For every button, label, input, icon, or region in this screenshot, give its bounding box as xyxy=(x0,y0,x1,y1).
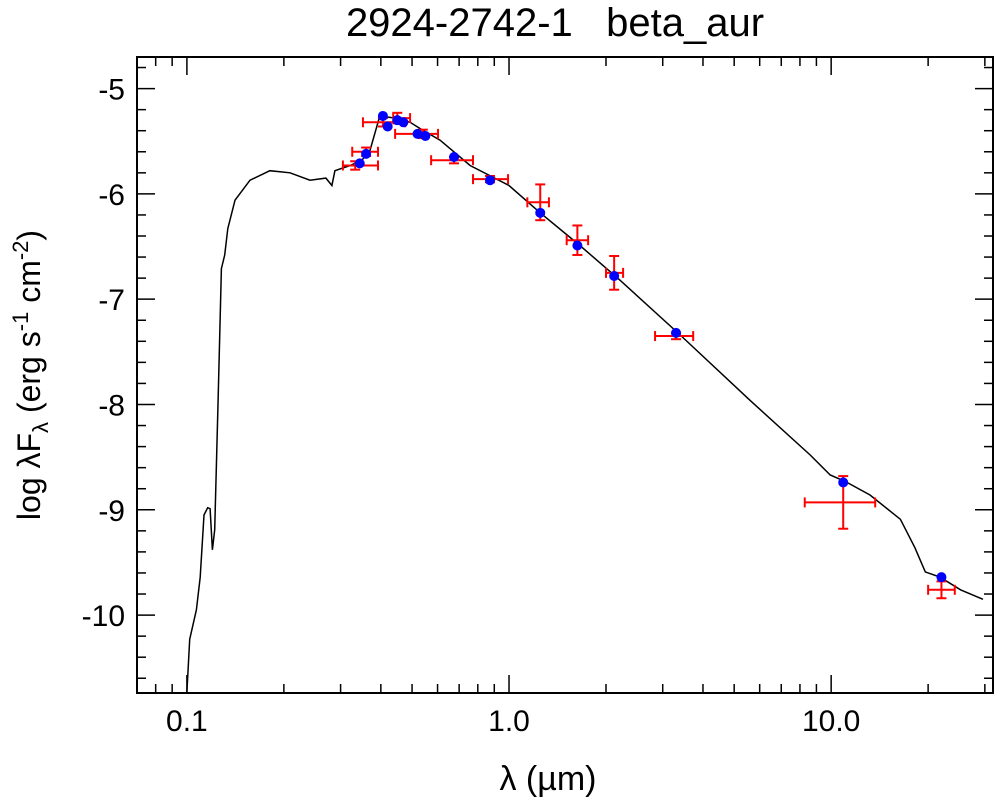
y-label-sub: λ xyxy=(28,422,53,433)
y-tick-label: -5 xyxy=(98,74,125,107)
synthetic-point xyxy=(535,207,546,218)
synthetic-point xyxy=(377,110,388,121)
y-tick-label: -9 xyxy=(98,495,125,528)
synthetic-point xyxy=(420,130,431,141)
x-axis-label: λ (µm) xyxy=(499,760,596,798)
y-axis-label: log λFλ (erg s-1 cm-2) xyxy=(8,230,53,520)
y-tick-label: -10 xyxy=(82,600,125,633)
y-tick-label: -6 xyxy=(98,179,125,212)
y-label-units-a: (erg s xyxy=(11,331,47,422)
y-label-main: log λF xyxy=(11,433,47,520)
synthetic-point xyxy=(382,121,393,132)
plot-frame xyxy=(136,56,994,694)
chart-title: 2924-2742-1 beta_aur xyxy=(346,1,764,45)
synthetic-point xyxy=(449,152,460,163)
synthetic-point xyxy=(936,572,947,583)
model-spectrum-line xyxy=(186,115,984,692)
observed-point xyxy=(927,580,956,600)
synthetic-point xyxy=(361,148,372,159)
synthetic-point xyxy=(485,175,496,186)
y-tick-label: -7 xyxy=(98,284,125,317)
synthetic-point xyxy=(609,271,620,282)
synthetic-point xyxy=(572,240,583,251)
x-tick-label: 0.1 xyxy=(166,705,208,738)
synthetic-point xyxy=(354,158,365,169)
synthetic-point xyxy=(671,327,682,338)
axis-ticks: 0.1 1.0 10.0 -5 -6 -7 -8 -9 -10 xyxy=(82,57,993,738)
synthetic-point xyxy=(398,117,409,128)
x-tick-label: 10.0 xyxy=(802,705,860,738)
x-tick-label: 1.0 xyxy=(488,705,530,738)
synthetic-point xyxy=(412,128,423,139)
synthetic-point xyxy=(838,477,849,488)
plot-area xyxy=(186,110,984,692)
y-label-units-b: cm xyxy=(11,260,47,312)
y-label-close: ) xyxy=(11,230,47,241)
y-tick-label: -8 xyxy=(98,389,125,422)
y-label-sup1: -1 xyxy=(8,312,33,332)
y-label-sup2: -2 xyxy=(8,241,33,261)
